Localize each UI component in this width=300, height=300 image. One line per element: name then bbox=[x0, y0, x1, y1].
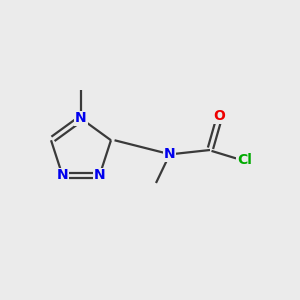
Text: N: N bbox=[164, 148, 175, 161]
Text: N: N bbox=[94, 169, 105, 182]
Text: N: N bbox=[75, 112, 87, 125]
Text: N: N bbox=[57, 169, 68, 182]
Text: Cl: Cl bbox=[237, 153, 252, 167]
Text: O: O bbox=[213, 109, 225, 123]
